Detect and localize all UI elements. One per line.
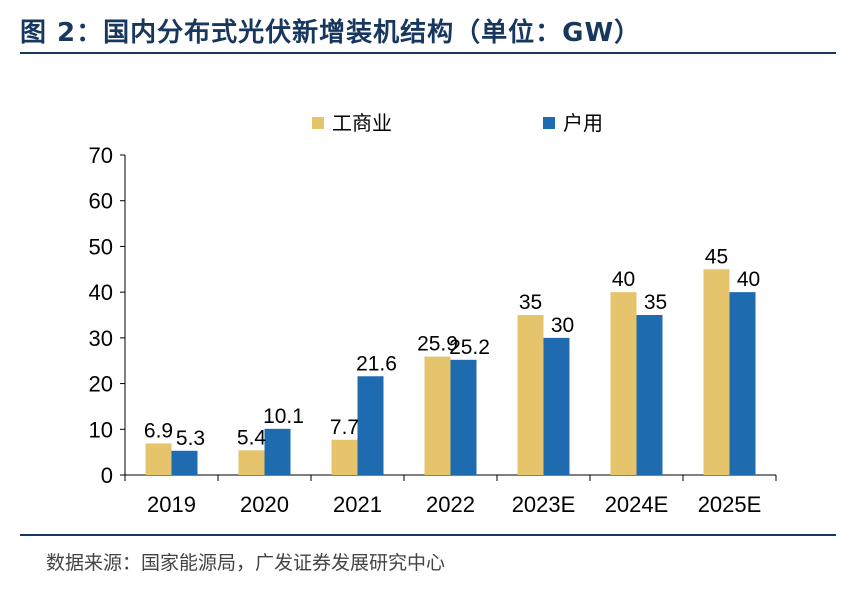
legend-label-commercial: 工商业 [332, 111, 392, 135]
y-tick-label: 30 [89, 326, 113, 351]
bar-commercial [238, 450, 265, 475]
y-tick-label: 70 [89, 143, 113, 168]
legend-label-residential: 户用 [563, 111, 603, 135]
x-axis-ticks: 2019 2020 2021 2022 2023E 2024E 2025E [124, 475, 777, 517]
data-label-commercial: 45 [705, 245, 728, 268]
bar-residential [636, 315, 663, 475]
x-tick-label: 2024E [605, 492, 669, 517]
bar-residential [357, 376, 384, 475]
data-label-commercial: 5.4 [237, 426, 267, 449]
bar-commercial [703, 269, 730, 475]
bar-commercial [331, 439, 358, 475]
data-labels: 6.9 5.3 5.410.1 7.7 21.6 25.925.2 35 30 40 35 45 40 [144, 245, 760, 449]
x-tick-label: 2019 [147, 492, 196, 517]
bar-commercial [145, 443, 172, 475]
x-tick-label: 2025E [698, 492, 762, 517]
source-rule [20, 534, 836, 536]
bar-residential [264, 428, 291, 475]
bar-marks [145, 269, 756, 475]
bar-residential [450, 359, 477, 475]
data-label-residential: 35 [644, 291, 667, 314]
x-tick-label: 2023E [512, 492, 576, 517]
data-label-residential: 21.6 [356, 352, 397, 375]
bar-residential [171, 450, 198, 475]
data-label-residential: 5.3 [176, 427, 205, 450]
data-label-residential: 40 [737, 268, 760, 291]
bar-residential [543, 337, 570, 475]
source-note: 数据来源：国家能源局，广发证券发展研究中心 [46, 552, 446, 574]
x-tick-label: 2020 [240, 492, 289, 517]
legend-swatch-residential [543, 117, 555, 129]
y-tick-label: 0 [101, 463, 113, 488]
bar-commercial [424, 356, 451, 475]
data-label-commercial: 40 [612, 268, 635, 291]
legend-swatch-commercial [312, 117, 324, 129]
data-label-residential: 30 [551, 314, 574, 337]
data-label-commercial: 6.9 [144, 419, 173, 442]
y-tick-label: 40 [89, 280, 113, 305]
y-tick-label: 60 [89, 189, 113, 214]
data-label-commercial: 7.7 [330, 416, 359, 439]
data-label-residential: 25.2 [449, 336, 490, 359]
bar-residential [729, 292, 756, 475]
x-tick-label: 2022 [426, 492, 475, 517]
figure-title: 图 2：国内分布式光伏新增装机结构（单位：GW） [20, 18, 642, 48]
bar-commercial [610, 292, 637, 475]
y-axis-ticks: 0 10 20 30 40 50 60 70 [89, 143, 125, 488]
legend: 工商业 户用 [312, 111, 603, 135]
y-tick-label: 20 [89, 372, 113, 397]
y-tick-label: 50 [89, 234, 113, 259]
data-label-commercial: 35 [519, 291, 542, 314]
data-label-commercial: 25.9 [417, 333, 458, 356]
data-label-residential: 10.1 [263, 405, 304, 428]
x-tick-label: 2021 [333, 492, 382, 517]
bar-commercial [517, 315, 544, 475]
y-tick-label: 10 [89, 417, 113, 442]
title-rule [20, 52, 836, 54]
